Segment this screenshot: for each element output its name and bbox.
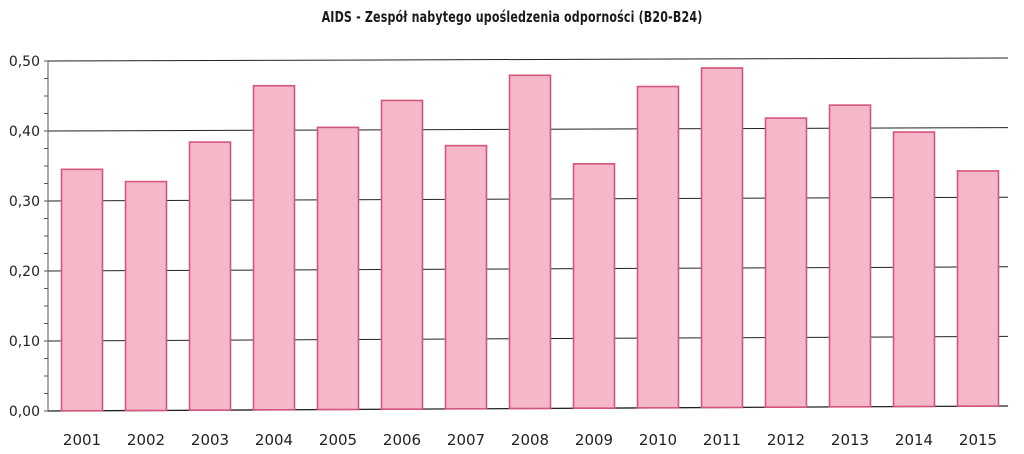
x-tick-label: 2007: [447, 431, 485, 449]
x-tick-label: 2008: [511, 431, 549, 449]
bar-2012: [764, 117, 808, 408]
y-tick-label: 0,10: [9, 334, 40, 350]
y-tick-label: 0,50: [9, 54, 40, 70]
x-tick-label: 2003: [191, 431, 229, 449]
x-tick-label: 2004: [255, 431, 293, 449]
chart-title: AIDS - Zespół nabytego upośledzenia odpo…: [321, 8, 703, 26]
bar-2004: [252, 84, 296, 411]
x-tick-label: 2010: [639, 431, 677, 449]
x-tick-label: 2011: [703, 431, 741, 449]
bar-2001: [60, 168, 104, 412]
bar-2002: [124, 180, 168, 412]
bars: [60, 67, 1000, 412]
bar-2014: [892, 131, 936, 408]
bar-2003: [188, 141, 232, 411]
gridline: [47, 57, 1009, 62]
bar-2015: [956, 170, 1000, 407]
y-tick-label: 0,40: [9, 124, 40, 140]
x-tick-label: 2006: [383, 431, 421, 449]
bar-2011: [700, 67, 744, 409]
bar-2013: [828, 104, 872, 408]
x-tick-label: 2001: [63, 431, 101, 449]
x-axis-labels: 2001 2002 2003 2004 2005 2006 2007 2008 2009 2010…: [63, 431, 997, 449]
bar-2006: [380, 99, 424, 410]
x-tick-label: 2005: [319, 431, 357, 449]
x-tick-label: 2015: [959, 431, 997, 449]
x-tick-label: 2009: [575, 431, 613, 449]
x-tick-label: 2002: [127, 431, 165, 449]
y-tick-label: 0,00: [9, 404, 40, 420]
bar-2007: [444, 144, 488, 410]
x-tick-label: 2013: [831, 431, 869, 449]
y-tick-label: 0,20: [9, 264, 40, 280]
bar-2005: [316, 126, 360, 411]
y-tick-label: 0,30: [9, 194, 40, 210]
x-tick-label: 2012: [767, 431, 805, 449]
bar-2010: [636, 85, 680, 409]
x-tick-label: 2014: [895, 431, 933, 449]
bar-2009: [572, 163, 616, 409]
bar-2008: [508, 74, 552, 410]
